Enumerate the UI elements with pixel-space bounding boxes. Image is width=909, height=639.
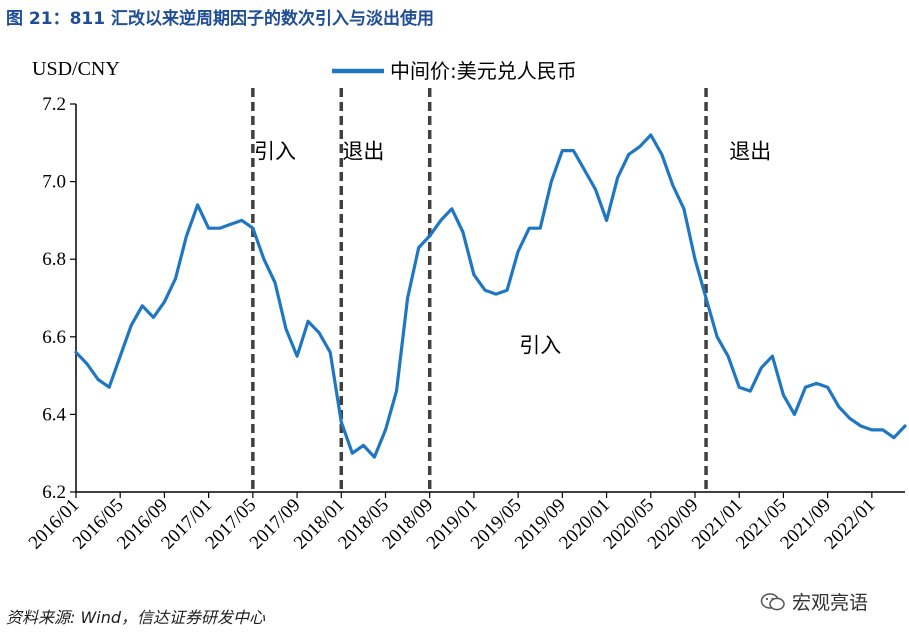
y-tick-label: 6.6 <box>42 327 66 348</box>
series-lines <box>74 133 907 459</box>
chart-legend: 中间价:美元兑人民币 <box>332 59 577 83</box>
y-axis-label: USD/CNY <box>32 58 120 80</box>
series-line <box>74 133 907 459</box>
y-tick-label: 6.4 <box>42 404 66 425</box>
phase-annotation: 退出 <box>729 139 771 163</box>
chart-axes: 6.26.46.66.87.07.22016/012016/052016/092… <box>25 58 905 554</box>
phase-annotation: 引入 <box>519 333 561 357</box>
wechat-icon <box>760 592 785 610</box>
y-tick-label: 7.0 <box>42 172 66 193</box>
phase-annotation: 引入 <box>254 139 296 163</box>
usd-cny-line-chart: 6.26.46.66.87.07.22016/012016/052016/092… <box>25 58 907 554</box>
x-tick-label: 2022/01 <box>820 495 879 554</box>
legend-label: 中间价:美元兑人民币 <box>390 59 577 83</box>
phase-annotation: 退出 <box>342 139 384 163</box>
watermark: 宏观亮语 <box>760 588 868 615</box>
source-note: 资料来源: Wind，信达证券研发中心 <box>6 608 266 627</box>
watermark-label: 宏观亮语 <box>792 592 869 614</box>
figure-title: 图 21：811 汇改以来逆周期因子的数次引入与淡出使用 <box>6 9 434 29</box>
y-tick-label: 7.2 <box>42 94 66 115</box>
y-tick-label: 6.8 <box>42 249 66 270</box>
y-tick-label: 6.2 <box>42 482 66 503</box>
